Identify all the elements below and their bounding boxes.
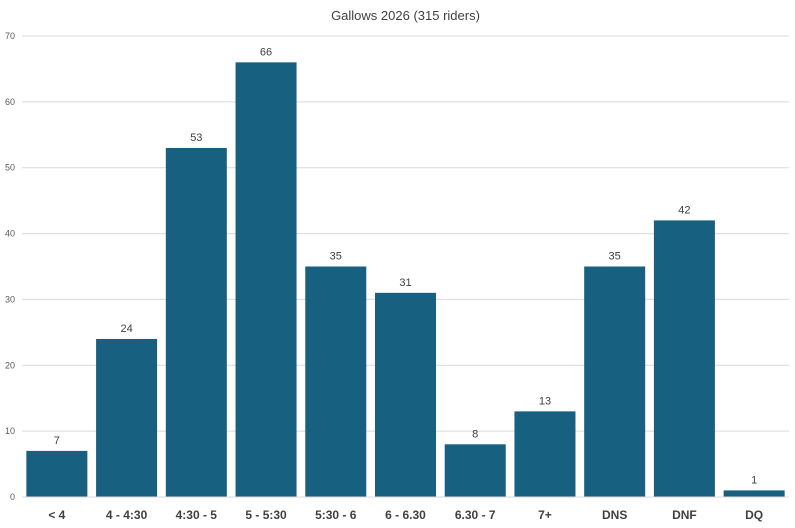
x-category-label: 4 - 4:30 bbox=[106, 508, 148, 522]
bar bbox=[305, 266, 367, 497]
x-category-label: DNF bbox=[672, 508, 697, 522]
bar bbox=[235, 62, 297, 497]
x-category-label: 6.30 - 7 bbox=[455, 508, 496, 522]
bar bbox=[165, 147, 227, 497]
x-category-label: 4:30 - 5 bbox=[176, 508, 218, 522]
y-tick-label: 0 bbox=[10, 492, 15, 502]
data-label: 31 bbox=[399, 277, 411, 289]
x-category-label: 7+ bbox=[538, 508, 552, 522]
bar bbox=[584, 266, 646, 497]
bar bbox=[26, 450, 88, 497]
data-label: 7 bbox=[54, 435, 60, 447]
bars bbox=[26, 62, 785, 497]
y-axis-ticks: 0 10 20 30 40 50 60 70 bbox=[5, 31, 15, 502]
data-label: 13 bbox=[539, 395, 551, 407]
chart-title: Gallows 2026 (315 riders) bbox=[331, 8, 480, 23]
bar bbox=[514, 411, 576, 497]
x-category-label: 5 - 5:30 bbox=[245, 508, 287, 522]
y-tick-label: 40 bbox=[5, 229, 15, 239]
data-label: 1 bbox=[751, 474, 757, 486]
bar bbox=[374, 292, 437, 497]
data-label: 53 bbox=[190, 132, 202, 144]
y-tick-label: 20 bbox=[5, 360, 15, 370]
y-tick-label: 50 bbox=[5, 163, 15, 173]
data-labels: 7 24 53 66 35 31 8 13 35 42 1 bbox=[54, 46, 757, 486]
data-label: 24 bbox=[120, 323, 132, 335]
bar bbox=[653, 220, 715, 497]
bar bbox=[723, 490, 785, 497]
bar bbox=[444, 444, 506, 497]
data-label: 35 bbox=[330, 251, 342, 263]
y-tick-label: 30 bbox=[5, 294, 15, 304]
x-category-label: DNS bbox=[602, 508, 627, 522]
x-category-label: 6 - 6.30 bbox=[385, 508, 426, 522]
data-label: 66 bbox=[260, 46, 272, 58]
data-label: 8 bbox=[472, 428, 478, 440]
y-tick-label: 10 bbox=[5, 426, 15, 436]
y-tick-label: 70 bbox=[5, 31, 15, 41]
data-label: 35 bbox=[609, 251, 621, 263]
y-tick-label: 60 bbox=[5, 97, 15, 107]
x-category-label: < 4 bbox=[48, 508, 65, 522]
bar bbox=[96, 338, 158, 497]
data-label: 42 bbox=[678, 204, 690, 216]
x-category-label: 5:30 - 6 bbox=[315, 508, 357, 522]
x-category-label: DQ bbox=[745, 508, 763, 522]
x-axis-labels: < 4 4 - 4:30 4:30 - 5 5 - 5:30 5:30 - 6 6 - 6… bbox=[48, 508, 763, 522]
